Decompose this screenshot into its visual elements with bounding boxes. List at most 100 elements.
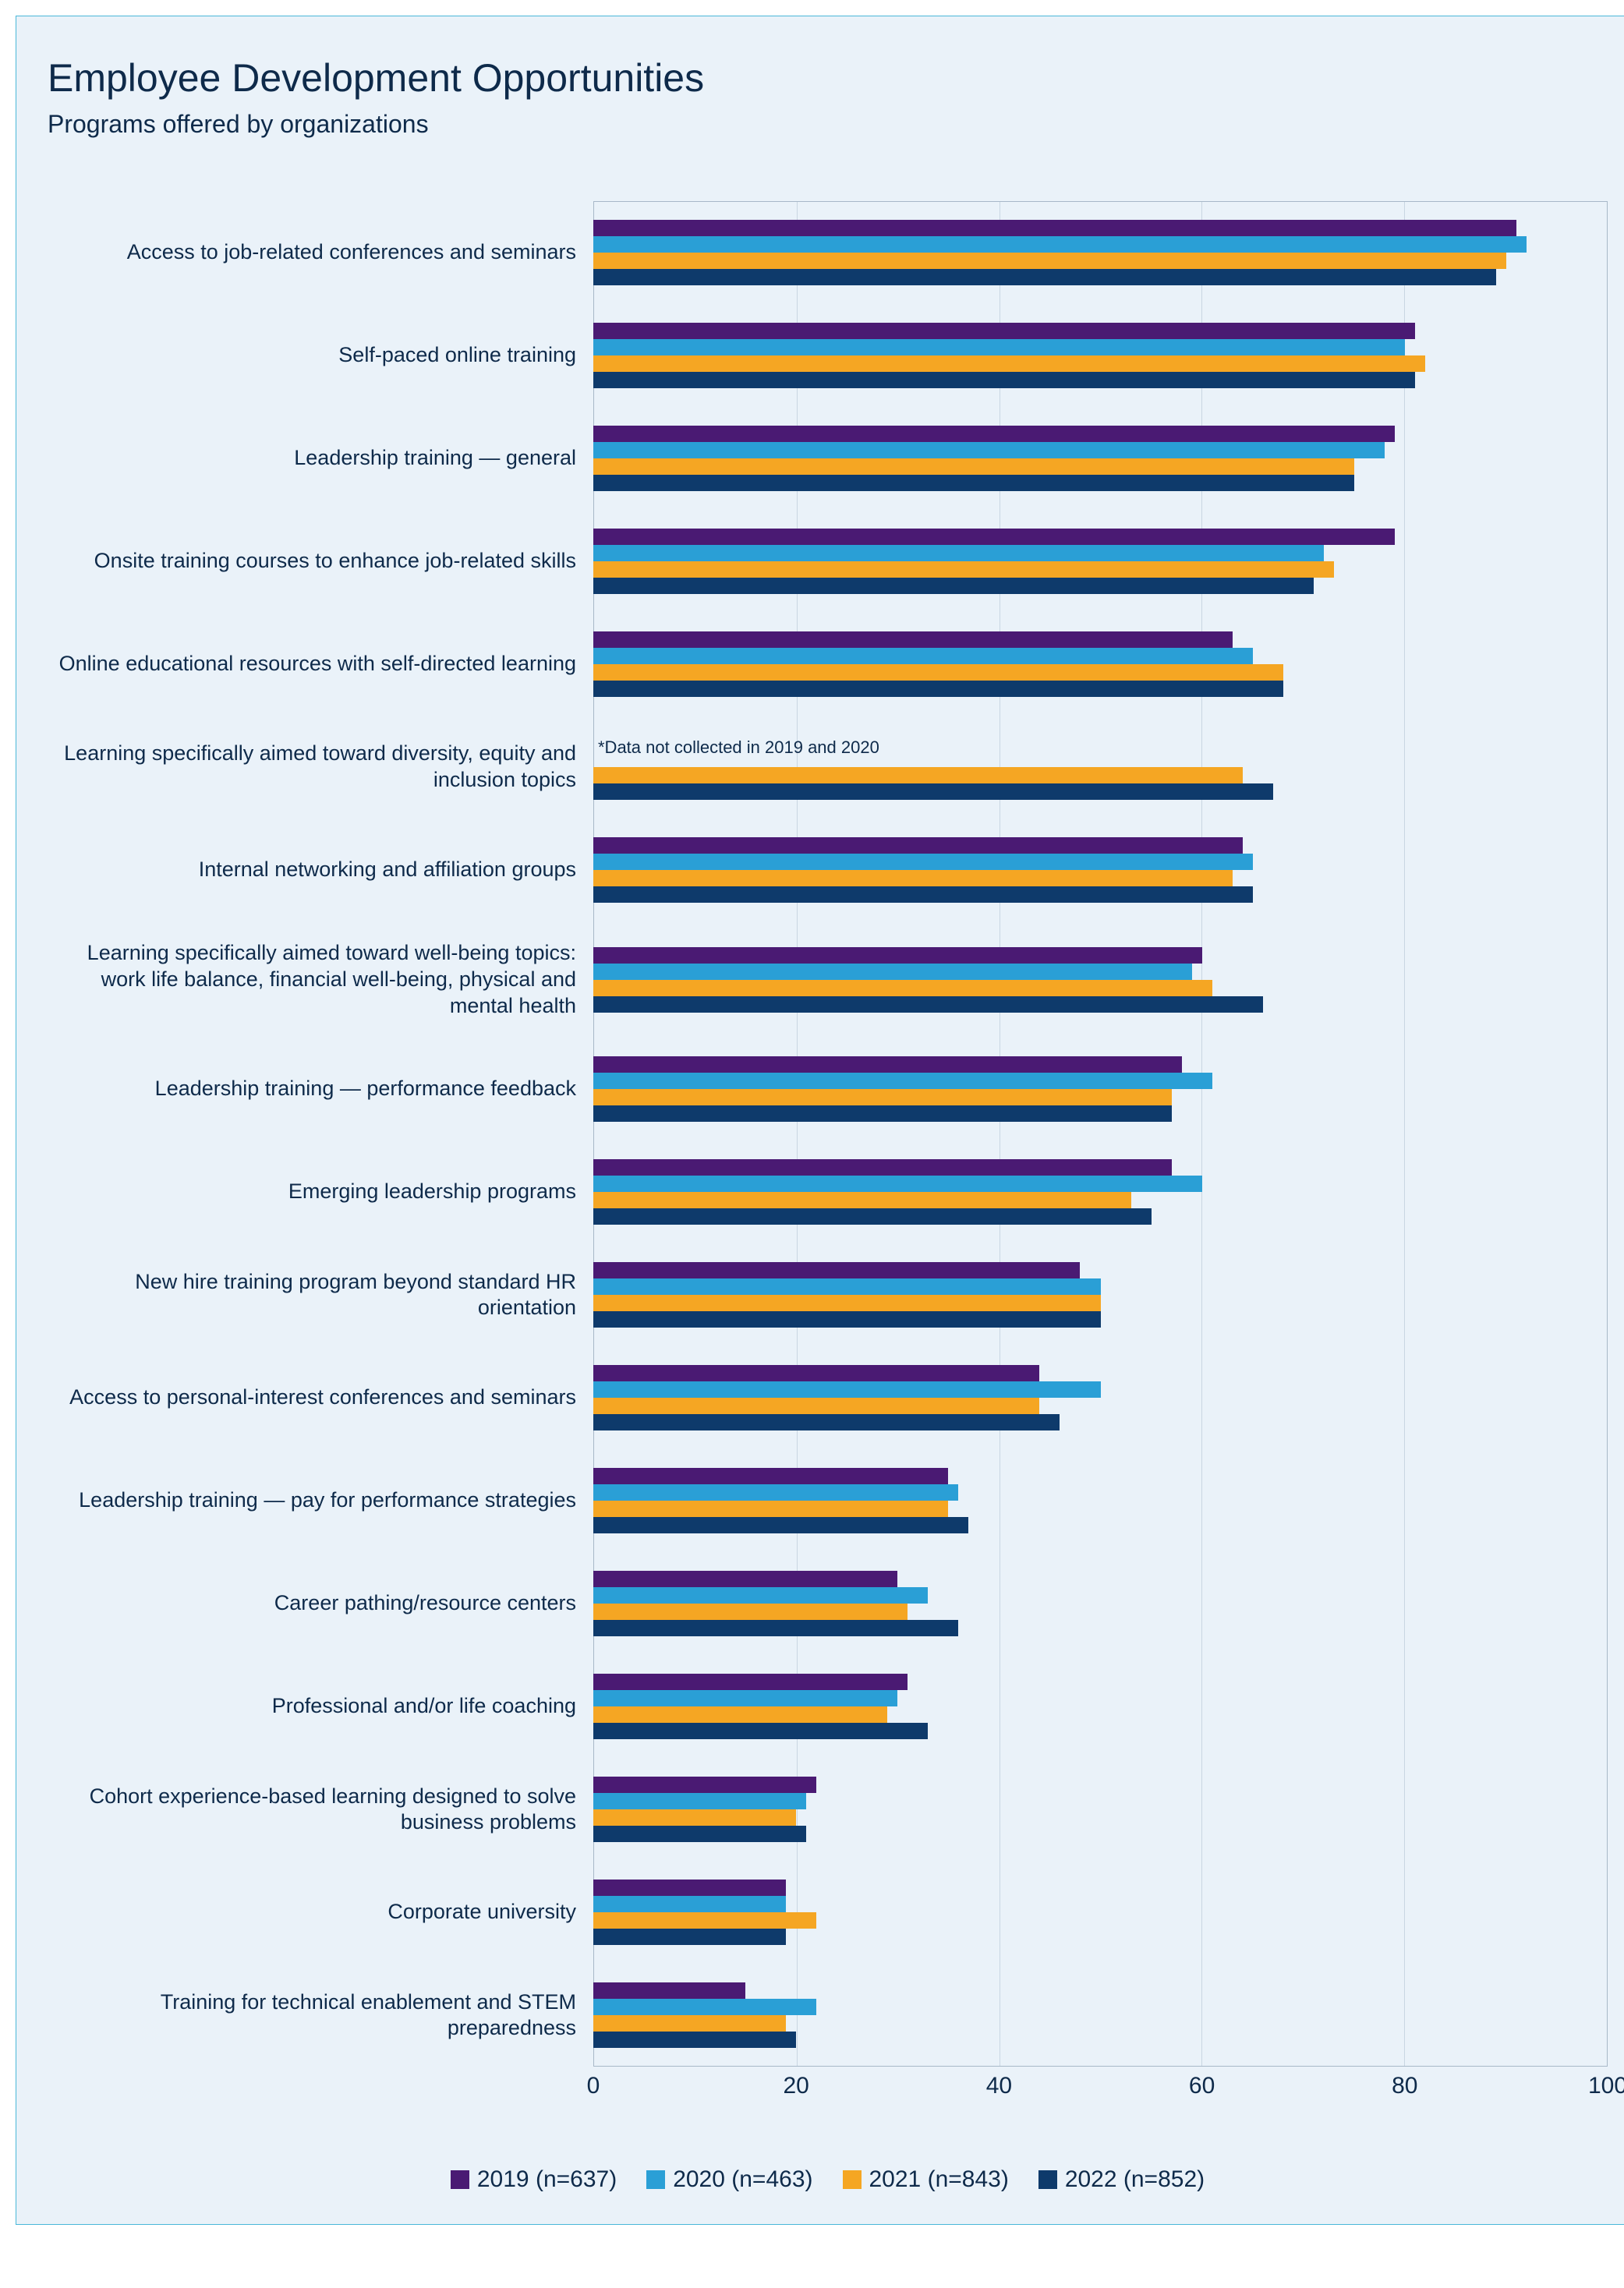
x-tick: 60 — [1189, 2073, 1215, 2099]
bar-y2020 — [593, 545, 1324, 561]
bar-y2021 — [593, 1809, 796, 1826]
category-label: Leadership training — performance feedba… — [48, 1076, 593, 1102]
category-row: Leadership training — general — [48, 407, 1608, 510]
category-label: Leadership training — pay for performanc… — [48, 1487, 593, 1514]
category-label: Career pathing/resource centers — [48, 1590, 593, 1617]
chart-title: Employee Development Opportunities — [48, 55, 1608, 101]
bars-group — [593, 1674, 1608, 1739]
bar-y2022 — [593, 1311, 1101, 1328]
bar-y2020 — [593, 1073, 1212, 1089]
category-row: Access to personal-interest conferences … — [48, 1346, 1608, 1449]
bars-group — [593, 837, 1608, 903]
category-row: Leadership training — pay for performanc… — [48, 1449, 1608, 1552]
bar-y2021 — [593, 1912, 816, 1929]
bar-y2021 — [593, 870, 1233, 886]
bar-y2022 — [593, 1208, 1152, 1225]
bars-group — [593, 1468, 1608, 1533]
bar-y2021 — [593, 767, 1243, 783]
bar-y2021 — [593, 458, 1354, 475]
category-row: Online educational resources with self-d… — [48, 613, 1608, 716]
bar-y2020 — [593, 854, 1253, 870]
category-row: Emerging leadership programs — [48, 1140, 1608, 1243]
bar-y2019 — [593, 1056, 1182, 1073]
bar-y2020 — [593, 648, 1253, 664]
bar-y2019 — [593, 631, 1233, 648]
bar-y2022 — [593, 1105, 1172, 1122]
category-row: Training for technical enablement and ST… — [48, 1964, 1608, 2067]
category-label: Corporate university — [48, 1899, 593, 1926]
bar-y2022 — [593, 2032, 796, 2048]
bar-y2021 — [593, 1192, 1131, 1208]
bars-group — [593, 529, 1608, 594]
category-row: Corporate university — [48, 1861, 1608, 1964]
bar-y2020 — [593, 1587, 928, 1604]
bars-group — [593, 1159, 1608, 1225]
legend-label: 2019 (n=637) — [477, 2166, 617, 2193]
x-tick: 80 — [1392, 2073, 1417, 2099]
legend-swatch — [646, 2170, 665, 2189]
bar-y2019 — [593, 529, 1395, 545]
bars-group — [593, 1056, 1608, 1122]
bar-y2021 — [593, 980, 1212, 996]
bar-y2020 — [593, 1999, 816, 2015]
bar-y2022 — [593, 372, 1415, 388]
legend-label: 2020 (n=463) — [673, 2166, 812, 2193]
bar-y2021 — [593, 355, 1425, 372]
bars-group: *Data not collected in 2019 and 2020 — [593, 734, 1608, 800]
category-row: Self-paced online training — [48, 304, 1608, 407]
chart-subtitle: Programs offered by organizations — [48, 110, 1608, 139]
bars-group — [593, 1777, 1608, 1842]
bar-y2022 — [593, 1929, 786, 1945]
category-row: Professional and/or life coaching — [48, 1655, 1608, 1758]
chart-card: Employee Development Opportunities Progr… — [16, 16, 1624, 2225]
bars-group — [593, 323, 1608, 388]
legend-label: 2022 (n=852) — [1065, 2166, 1205, 2193]
legend-item: 2020 (n=463) — [646, 2166, 812, 2193]
bar-y2022 — [593, 1517, 968, 1533]
legend-item: 2021 (n=843) — [843, 2166, 1009, 2193]
bar-y2020 — [593, 1793, 806, 1809]
bar-y2022 — [593, 475, 1354, 491]
category-label: Emerging leadership programs — [48, 1179, 593, 1205]
bar-y2020 — [593, 1690, 897, 1706]
bar-y2022 — [593, 1620, 958, 1636]
category-label: Learning specifically aimed toward well-… — [48, 940, 593, 1019]
bar-y2021 — [593, 664, 1283, 681]
bar-y2020 — [593, 236, 1527, 253]
category-row: New hire training program beyond standar… — [48, 1243, 1608, 1346]
bars-group — [593, 220, 1608, 285]
bar-y2022 — [593, 996, 1263, 1013]
bar-y2019 — [593, 1674, 908, 1690]
legend: 2019 (n=637) 2020 (n=463) 2021 (n=843) 2022… — [48, 2166, 1608, 2193]
bar-y2020 — [593, 1896, 786, 1912]
category-row: Learning specifically aimed toward well-… — [48, 921, 1608, 1038]
legend-swatch — [1038, 2170, 1057, 2189]
legend-label: 2021 (n=843) — [869, 2166, 1009, 2193]
bar-y2019 — [593, 323, 1415, 339]
bar-y2019 — [593, 426, 1395, 442]
x-axis-ticks: 020406080100 — [593, 2073, 1608, 2112]
bar-y2019 — [593, 1880, 786, 1896]
bar-y2020 — [593, 339, 1405, 355]
bars-group — [593, 1365, 1608, 1430]
bar-y2019 — [593, 1468, 948, 1484]
bars-group — [593, 947, 1608, 1013]
bar-y2022 — [593, 1414, 1060, 1430]
bar-y2020 — [593, 1484, 958, 1501]
bar-y2019 — [593, 1777, 816, 1793]
bar-y2021 — [593, 1398, 1039, 1414]
bars-group — [593, 1880, 1608, 1945]
data-note: *Data not collected in 2019 and 2020 — [598, 737, 879, 758]
category-label: Leadership training — general — [48, 445, 593, 472]
x-tick: 40 — [986, 2073, 1012, 2099]
x-tick: 100 — [1588, 2073, 1624, 2099]
legend-item: 2019 (n=637) — [451, 2166, 617, 2193]
legend-swatch — [451, 2170, 469, 2189]
category-label: Onsite training courses to enhance job-r… — [48, 548, 593, 575]
category-label: Access to personal-interest conferences … — [48, 1384, 593, 1411]
bars-group — [593, 631, 1608, 697]
bar-y2019 — [593, 1159, 1172, 1176]
x-tick: 20 — [784, 2073, 809, 2099]
bar-y2021 — [593, 253, 1506, 269]
bar-y2021 — [593, 1706, 887, 1723]
